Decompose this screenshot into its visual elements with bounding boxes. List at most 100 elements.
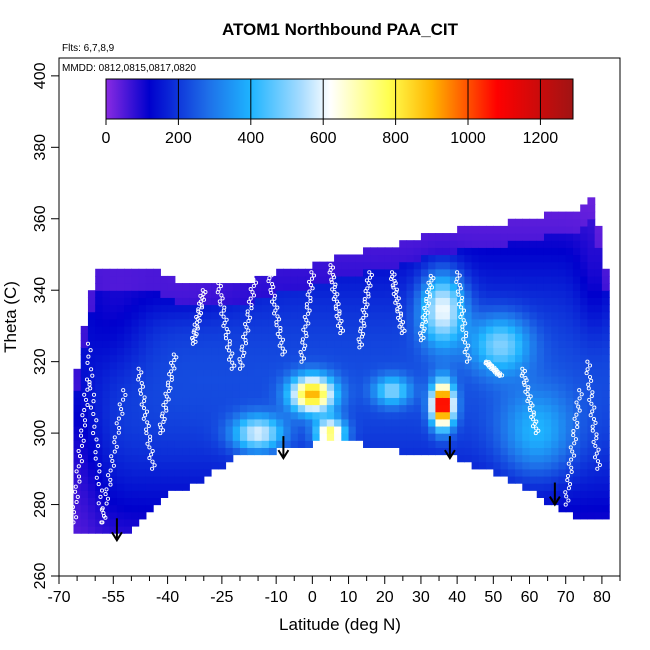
heatmap-cell — [399, 368, 408, 377]
heatmap-cell — [109, 297, 118, 306]
heatmap-cell — [297, 354, 306, 363]
heatmap-cell — [189, 283, 198, 291]
heatmap-cell — [334, 325, 342, 334]
heatmap-cell — [565, 297, 574, 306]
heatmap-cell — [515, 333, 523, 341]
heatmap-cell — [399, 283, 408, 291]
heatmap-cell — [464, 275, 473, 284]
heatmap-cell — [515, 283, 523, 291]
heatmap-cell — [572, 225, 581, 234]
heatmap-cell — [326, 297, 335, 306]
heatmap-cell — [551, 447, 560, 456]
heatmap-cell — [276, 383, 284, 391]
heatmap-cell — [478, 233, 487, 241]
flight-sample-point — [393, 281, 398, 286]
heatmap-cell — [116, 325, 125, 334]
heatmap-cell — [196, 311, 205, 320]
flight-sample-point — [395, 307, 400, 312]
heatmap-cell — [73, 383, 82, 391]
heatmap-cell — [109, 468, 118, 477]
heatmap-cell — [565, 361, 574, 370]
heatmap-cell — [391, 268, 400, 277]
flight-sample-point — [140, 384, 145, 389]
heatmap-cell — [218, 461, 227, 470]
heatmap-cell — [399, 425, 408, 434]
heatmap-cell — [370, 297, 379, 306]
flight-sample-point — [110, 458, 115, 464]
heatmap-cell — [80, 525, 89, 534]
heatmap-cell — [420, 447, 429, 456]
heatmap-cell — [109, 304, 118, 313]
heatmap-cell — [500, 404, 509, 413]
flight-sample-point — [301, 356, 307, 361]
heatmap-cell — [182, 311, 190, 320]
heatmap-cell — [377, 354, 386, 363]
heatmap-cell — [174, 425, 183, 434]
heatmap-cell — [384, 247, 393, 256]
heatmap-cell — [580, 254, 589, 263]
heatmap-cell — [406, 404, 415, 413]
heatmap-cell — [297, 318, 306, 327]
heatmap-cell — [153, 397, 161, 406]
heatmap-cell — [500, 454, 509, 463]
heatmap-cell — [189, 375, 198, 384]
heatmap-cell — [145, 504, 154, 513]
heatmap-cell — [174, 325, 183, 334]
heatmap-cell — [341, 383, 350, 391]
heatmap-cell — [413, 411, 422, 420]
flight-sample-point — [456, 292, 461, 297]
heatmap-cell — [457, 440, 465, 448]
heatmap-cell — [457, 304, 465, 313]
heatmap-cell — [319, 397, 328, 406]
heatmap-cell — [478, 311, 487, 320]
heatmap-cell — [189, 475, 198, 484]
heatmap-cell — [131, 368, 140, 377]
heatmap-cell — [522, 311, 531, 320]
heatmap-cell — [558, 454, 567, 463]
heatmap-cell — [124, 268, 132, 277]
heatmap-cell — [522, 254, 531, 263]
heatmap-cell — [594, 304, 603, 313]
flight-sample-point — [577, 396, 582, 401]
heatmap-cell — [182, 290, 190, 298]
heatmap-cell — [247, 283, 256, 291]
heatmap-cell — [391, 418, 400, 427]
heatmap-cell — [594, 368, 603, 377]
heatmap-cell — [211, 440, 219, 448]
flight-sample-point — [114, 421, 119, 426]
heatmap-cell — [196, 468, 205, 477]
heatmap-cell — [377, 261, 386, 270]
heatmap-cell — [536, 297, 545, 306]
heatmap-cell — [254, 333, 263, 341]
heatmap-cell — [370, 375, 379, 384]
heatmap-cell — [406, 411, 415, 420]
heatmap-cell — [551, 297, 560, 306]
flight-sample-point — [595, 459, 601, 464]
heatmap-cell — [131, 504, 140, 513]
heatmap-cell — [153, 440, 161, 448]
heatmap-cell — [138, 375, 147, 384]
flight-sample-point — [136, 377, 141, 382]
heatmap-cell — [370, 361, 379, 370]
heatmap-cell — [319, 368, 328, 377]
heatmap-cell — [145, 468, 154, 477]
flight-sample-point — [147, 445, 152, 450]
heatmap-cell — [587, 197, 596, 206]
heatmap-cell — [153, 268, 161, 277]
heatmap-cell — [232, 333, 241, 341]
heatmap-cell — [124, 468, 132, 477]
heatmap-cell — [471, 397, 480, 406]
flight-sample-point — [426, 280, 431, 285]
heatmap-cell — [551, 275, 560, 284]
heatmap-cell — [247, 304, 256, 313]
heatmap-cell — [80, 375, 89, 384]
heatmap-cell — [370, 290, 379, 298]
heatmap-cell — [543, 283, 552, 291]
heatmap-cell — [131, 340, 140, 348]
heatmap-cell — [131, 475, 140, 484]
heatmap-cell — [348, 354, 357, 363]
heatmap-cell — [580, 247, 589, 256]
heatmap-cell — [268, 361, 277, 370]
heatmap-cell — [80, 504, 89, 513]
heatmap-cell — [384, 268, 393, 277]
